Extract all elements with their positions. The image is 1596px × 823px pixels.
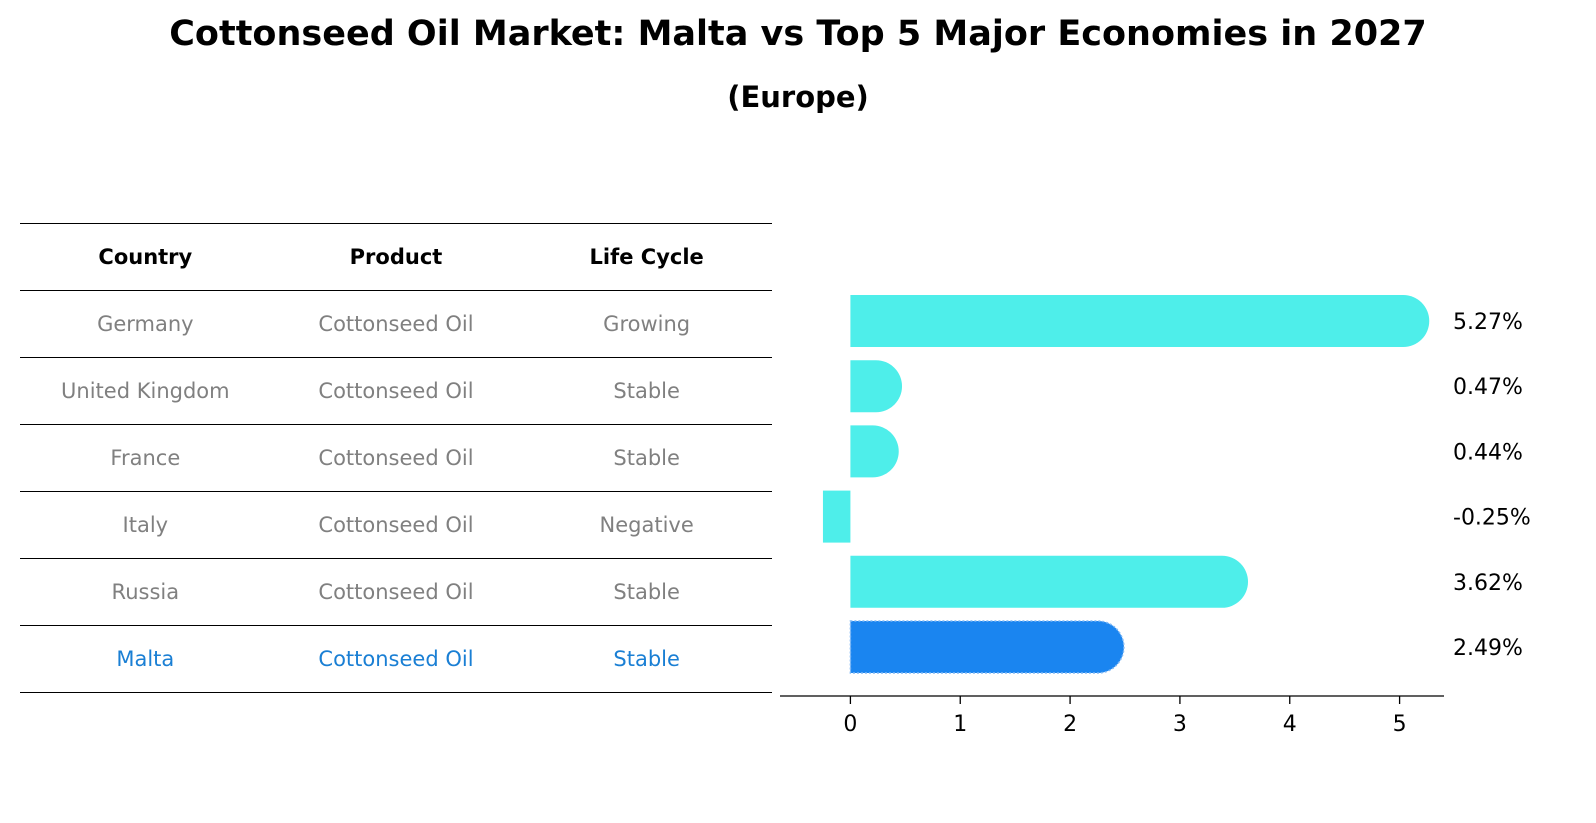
- cell-product: Cottonseed Oil: [270, 625, 522, 693]
- cell-country: United Kingdom: [20, 357, 271, 425]
- bar-russia: [850, 555, 1249, 608]
- value-label-italy: -0.25%: [1453, 506, 1531, 531]
- x-tick-label-3: 3: [1173, 712, 1187, 737]
- table-row: Italy Cottonseed Oil Negative: [20, 491, 772, 559]
- bar-france: [850, 425, 899, 478]
- growth-bar-chart: 5.27% 0.47% 0.44% -0.25% 3.62% 2.49% 0 1 2 3 4 5: [780, 295, 1531, 737]
- table-row: Russia Cottonseed Oil Stable: [20, 558, 772, 626]
- value-label-malta: 2.49%: [1453, 636, 1523, 661]
- cell-product: Cottonseed Oil: [270, 357, 522, 425]
- cell-life-cycle: Stable: [521, 357, 772, 425]
- x-tick-label-5: 5: [1393, 712, 1407, 737]
- cell-life-cycle: Stable: [521, 625, 772, 693]
- chart-title: Cottonseed Oil Market: Malta vs Top 5 Ma…: [169, 14, 1427, 54]
- cell-life-cycle: Stable: [521, 424, 772, 492]
- cell-country: France: [20, 424, 271, 492]
- cell-product: Cottonseed Oil: [270, 290, 522, 358]
- cell-country: Italy: [20, 491, 271, 559]
- x-tick-label-4: 4: [1283, 712, 1297, 737]
- table-header-row: Country Product Life Cycle: [20, 223, 772, 291]
- cell-country: Russia: [20, 558, 271, 626]
- table-row-highlight: Malta Cottonseed Oil Stable: [20, 625, 772, 693]
- header-country: Country: [20, 223, 271, 291]
- table-row: United Kingdom Cottonseed Oil Stable: [20, 357, 772, 425]
- x-tick-label-2: 2: [1063, 712, 1077, 737]
- cell-life-cycle: Growing: [521, 290, 772, 358]
- cell-product: Cottonseed Oil: [270, 491, 522, 559]
- value-label-united-kingdom: 0.47%: [1453, 375, 1523, 400]
- header-product: Product: [270, 223, 522, 291]
- table-row: France Cottonseed Oil Stable: [20, 424, 772, 492]
- bar-malta: [849, 620, 1125, 674]
- cell-country: Malta: [20, 625, 271, 693]
- cell-life-cycle: Negative: [521, 491, 772, 559]
- market-table: Country Product Life Cycle Germany Cotto…: [20, 223, 772, 693]
- cell-product: Cottonseed Oil: [270, 558, 522, 626]
- chart-subtitle: (Europe): [727, 80, 869, 114]
- x-tick-label-1: 1: [953, 712, 967, 737]
- header-life-cycle: Life Cycle: [521, 223, 772, 291]
- table-row: Germany Cottonseed Oil Growing: [20, 290, 772, 358]
- value-label-france: 0.44%: [1453, 440, 1523, 465]
- bar-italy: [822, 490, 851, 543]
- x-tick-label-0: 0: [843, 712, 857, 737]
- cell-product: Cottonseed Oil: [270, 424, 522, 492]
- cell-country: Germany: [20, 290, 271, 358]
- bar-united-kingdom: [850, 360, 903, 413]
- value-label-russia: 3.62%: [1453, 571, 1523, 596]
- bar-germany: [850, 295, 1430, 347]
- cell-life-cycle: Stable: [521, 558, 772, 626]
- value-label-germany: 5.27%: [1453, 310, 1523, 335]
